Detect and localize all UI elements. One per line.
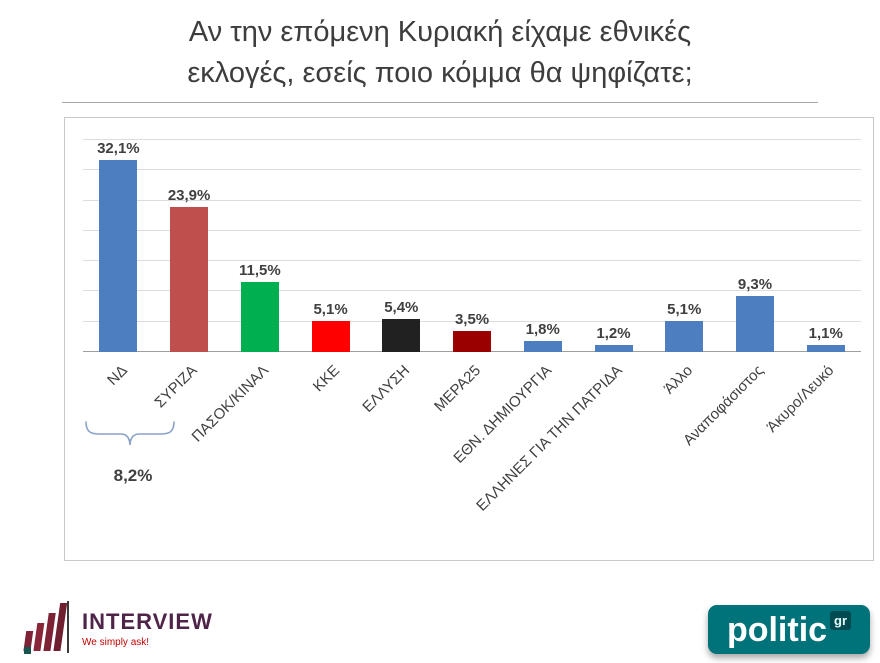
bar-column: 9,3% — [720, 140, 791, 352]
interview-text-block: INTERVIEW We simply ask! — [82, 597, 213, 648]
x-axis-label: ΜΕΡΑ25 — [430, 362, 485, 416]
bar — [523, 341, 562, 352]
x-axis-label: Άλλο — [660, 362, 697, 398]
bar-value-label: 9,3% — [737, 275, 773, 293]
bar-column: 1,2% — [578, 140, 649, 352]
politic-brand-name: politic — [726, 610, 828, 649]
plot-area: 32,1% 23,9% 11,5% 5,1% 5,4% 3,5% 1,8% 1,2% 5,1% 9… — [83, 139, 861, 352]
bar — [594, 344, 633, 352]
bar-chart: 32,1% 23,9% 11,5% 5,1% 5,4% 3,5% 1,8% 1,2% 5,1% 9… — [64, 117, 874, 561]
bar — [170, 207, 209, 352]
bar-column: 5,1% — [295, 140, 366, 352]
bars-container: 32,1% 23,9% 11,5% 5,1% 5,4% 3,5% 1,8% 1,2% 5,1% 9… — [83, 140, 861, 352]
bar — [453, 330, 492, 352]
gridline — [83, 260, 861, 262]
interview-logo: INTERVIEW We simply ask! — [22, 597, 213, 657]
x-axis-label: ΕΛΛΗΝΕΣ ΓΙΑ ΤΗΝ ΠΑΤΡΙΔΑ — [472, 362, 626, 515]
interview-brand-name: INTERVIEW — [82, 609, 213, 634]
gridline — [83, 139, 861, 140]
gridline — [83, 199, 861, 201]
chart-title: Αν την επόμενη Κυριακή είχαμε εθνικές εκ… — [0, 12, 880, 93]
bar-value-label: 1,1% — [808, 325, 843, 343]
bar-value-label: 1,2% — [596, 324, 631, 342]
x-axis-labels: ΝΔ ΣΥΡΙΖΑ ΠΑΣΟΚ/ΚΙΝΑΛ ΚΚΕ ΕΛΛΥΣΗ ΜΕΡΑ25 ΕΘΝ. Δ… — [83, 354, 861, 554]
bar-column: 11,5% — [224, 140, 295, 352]
bar-column: 3,5% — [437, 140, 508, 352]
politic-logo: politic gr — [708, 605, 870, 654]
bar-value-label: 11,5% — [238, 262, 281, 280]
bar — [665, 321, 704, 352]
bar-column: 5,1% — [649, 140, 720, 352]
x-axis-label: ΕΛΛΥΣΗ — [359, 362, 414, 416]
gridline — [83, 290, 861, 292]
bar-column: 1,8% — [507, 140, 578, 352]
x-axis-label: Άκυρο/Λευκό — [763, 362, 838, 436]
bar — [311, 321, 350, 352]
bar-value-label: 23,9% — [167, 187, 211, 205]
x-axis-label: ΠΑΣΟΚ/ΚΙΝΑΛ — [188, 362, 272, 446]
chart-title-line1: Αν την επόμενη Κυριακή είχαμε εθνικές — [188, 16, 692, 48]
bar — [735, 295, 774, 352]
bar — [382, 319, 421, 352]
title-divider — [62, 102, 818, 103]
difference-label: 8,2% — [113, 466, 153, 485]
bar — [240, 282, 279, 352]
bar-column: 32,1% — [83, 140, 154, 352]
interview-tagline: We simply ask! — [82, 637, 150, 648]
bar-value-label: 3,5% — [454, 310, 490, 328]
difference-brace — [85, 421, 175, 446]
politic-gr-badge: gr — [830, 611, 852, 630]
gridline — [83, 169, 861, 171]
bar-value-label: 32,1% — [97, 140, 140, 157]
x-axis-label: ΣΥΡΙΖΑ — [151, 362, 202, 412]
bar-value-label: 5,4% — [384, 299, 419, 317]
bar-value-label: 5,1% — [313, 301, 348, 319]
gridline — [83, 229, 861, 231]
bar-column: 23,9% — [154, 140, 225, 352]
chart-title-line2: εκλογές, εσείς ποιο κόμμα θα ψηφίζατε; — [187, 56, 693, 89]
bar — [99, 160, 138, 352]
x-axis-label: ΝΔ — [103, 362, 131, 389]
bar-column: 5,4% — [366, 140, 437, 352]
x-axis-label: ΚΚΕ — [309, 362, 343, 396]
gridline — [83, 320, 861, 322]
bar-value-label: 1,8% — [525, 321, 560, 339]
interview-bars-icon — [23, 601, 69, 654]
bar — [806, 345, 845, 352]
bar-column: 1,1% — [790, 140, 861, 352]
bar-value-label: 5,1% — [667, 301, 702, 319]
